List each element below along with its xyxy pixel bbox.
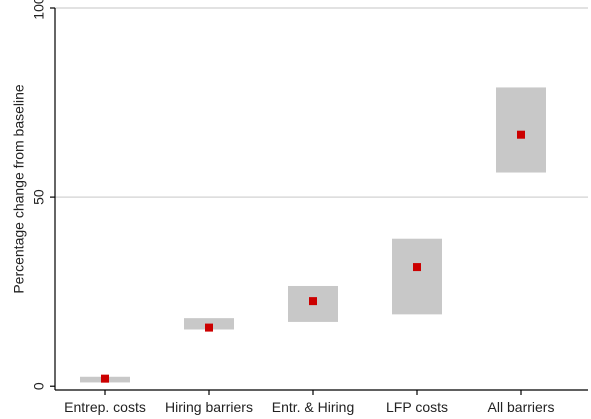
- x-tick-label-5: All barriers: [488, 399, 555, 415]
- x-tick-label-2: Hiring barriers: [165, 399, 253, 415]
- range-bar-5: [496, 87, 546, 173]
- x-tick-label-1: Entrep. costs: [64, 399, 146, 415]
- range-bar-4: [392, 238, 442, 315]
- y-tick-label-50: 50: [31, 189, 47, 205]
- x-tick-label-3: Entr. & Hiring: [272, 399, 354, 415]
- point-marker-3: [309, 297, 317, 306]
- y-tick-label-100: 100: [31, 0, 47, 20]
- point-markers: [101, 130, 525, 383]
- y-axis-title: Percentage change from baseline: [11, 84, 27, 294]
- y-ticks: 0 50 100: [31, 0, 55, 390]
- x-ticks: Entrep. costs Hiring barriers Entr. & Hiri…: [64, 390, 554, 415]
- range-bars: [80, 87, 546, 383]
- point-marker-5: [517, 130, 525, 139]
- point-marker-4: [413, 263, 421, 272]
- y-tick-label-0: 0: [31, 382, 47, 390]
- gridlines: [55, 7, 588, 198]
- axes: [54, 8, 588, 391]
- point-marker-2: [205, 323, 213, 332]
- point-marker-1: [101, 374, 109, 383]
- x-tick-label-4: LFP costs: [386, 399, 448, 415]
